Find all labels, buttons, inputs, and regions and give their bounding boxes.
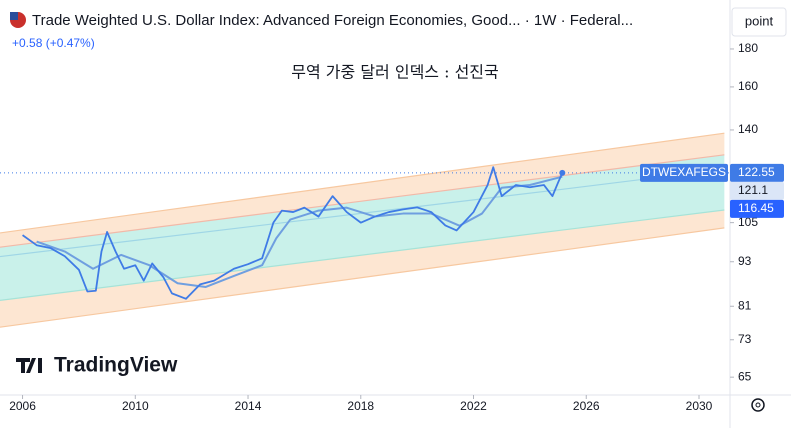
channel-band [0,133,725,248]
y-tick-label: 81 [738,298,752,312]
x-tick-label: 2006 [9,399,36,413]
y-tick-label: 105 [738,215,758,229]
chart-title: Trade Weighted U.S. Dollar Index: Advanc… [32,12,633,29]
change: +0.58 (+0.47%) [12,36,95,50]
x-tick-label: 2026 [573,399,600,413]
series-line [22,166,564,300]
channel-band [0,169,725,301]
y-tick-label: 65 [738,369,752,383]
settings-icon[interactable] [751,398,765,412]
brand-icon [16,358,42,373]
x-tick-label: 2014 [235,399,262,413]
gear-center[interactable] [755,402,761,408]
series-name: DTWEXAFEGS [642,165,726,179]
plot-area [0,132,730,328]
flag-canton [10,12,18,20]
y-tick-label: 180 [738,41,758,55]
price-badge [730,199,784,218]
channel-band [0,209,725,328]
y-tick-label: 160 [738,79,758,93]
scale-button[interactable] [731,7,787,37]
x-tick-label: 2018 [347,399,374,413]
x-tick-label: 2022 [460,399,487,413]
channel-line [0,227,725,328]
price-badge [730,181,784,200]
price-badge-label: 122.55 [738,165,775,179]
scale-button-label[interactable]: point [745,13,774,28]
series-line [36,175,563,288]
x-tick-label: 2030 [686,399,713,413]
series-name-badge [640,163,728,182]
y-tick-label: 93 [738,254,752,268]
y-tick-label: 73 [738,332,752,346]
y-tick-label: 140 [738,122,758,136]
annotation: 무역 가중 달러 인덱스 : 선진국 [291,63,498,82]
brand-name: TradingView [54,354,178,377]
channel-line [0,209,725,301]
price-badge-label: 116.45 [738,201,774,215]
price-badge-label: 121.1 [738,183,768,197]
gear[interactable] [751,398,765,412]
last-point [559,169,566,176]
header: Trade Weighted U.S. Dollar Index: Advanc… [10,12,633,50]
x-tick-label: 2010 [122,399,149,413]
price-badge [730,163,784,182]
channel-band [0,154,725,257]
channel-line [0,132,725,234]
brand-logo: TradingView [16,354,178,377]
